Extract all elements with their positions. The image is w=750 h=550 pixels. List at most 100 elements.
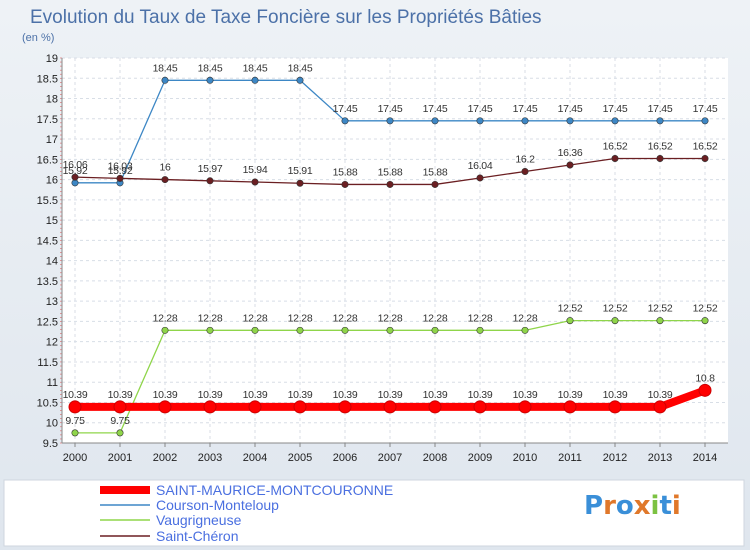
series-3-data-label: 15.88 bbox=[333, 166, 358, 178]
series-2-point bbox=[296, 326, 304, 334]
y-tick-label: 13 bbox=[46, 296, 58, 308]
x-tick-label: 2007 bbox=[378, 452, 402, 464]
legend-label-1: Courson-Monteloup bbox=[156, 497, 279, 513]
y-tick-label: 9.5 bbox=[43, 438, 58, 450]
series-2-data-label: 12.52 bbox=[603, 303, 628, 315]
series-0-data-label: 10.39 bbox=[378, 389, 403, 401]
series-0-data-label: 10.39 bbox=[558, 389, 583, 401]
series-3-point bbox=[701, 155, 709, 163]
series-0-point bbox=[338, 400, 352, 414]
series-2-point bbox=[116, 429, 124, 437]
series-3-point bbox=[71, 173, 79, 181]
series-1-point bbox=[611, 117, 619, 125]
x-tick-label: 2006 bbox=[333, 452, 357, 464]
series-3-point bbox=[386, 180, 394, 188]
series-1-point bbox=[251, 76, 259, 84]
series-0-point bbox=[653, 400, 667, 414]
series-0-data-label: 10.39 bbox=[468, 389, 493, 401]
legend-label-0: SAINT-MAURICE-MONTCOURONNE bbox=[156, 482, 393, 498]
series-2-point bbox=[656, 317, 664, 325]
x-tick-label: 2014 bbox=[693, 452, 717, 464]
series-3-point bbox=[611, 155, 619, 163]
series-2-point bbox=[431, 326, 439, 334]
series-3-data-label: 16.52 bbox=[648, 141, 673, 153]
plot-area bbox=[62, 58, 728, 443]
grid-layer bbox=[62, 57, 728, 444]
y-tick-label: 15.5 bbox=[37, 195, 58, 207]
series-2-data-label: 9.75 bbox=[65, 415, 85, 427]
series-2-point bbox=[476, 326, 484, 334]
series-1-data-label: 17.45 bbox=[423, 103, 448, 115]
x-tick-label: 2001 bbox=[108, 452, 132, 464]
series-1-point bbox=[701, 117, 709, 125]
proxiti-logo: Proxiti bbox=[584, 491, 681, 521]
series-2-point bbox=[341, 326, 349, 334]
legend-label-2: Vaugrigneuse bbox=[156, 512, 242, 528]
series-2-data-label: 9.75 bbox=[110, 415, 130, 427]
y-tick-label: 17 bbox=[46, 134, 58, 146]
series-1-data-label: 17.45 bbox=[693, 103, 718, 115]
series-2-point bbox=[701, 317, 709, 325]
series-0-point bbox=[68, 400, 82, 414]
series-2-data-label: 12.28 bbox=[243, 312, 268, 324]
series-0-point bbox=[518, 400, 532, 414]
y-tick-label: 16 bbox=[46, 175, 58, 187]
x-tick-label: 2011 bbox=[558, 452, 582, 464]
series-0-data-label: 10.39 bbox=[423, 389, 448, 401]
x-tick-label: 2003 bbox=[198, 452, 222, 464]
series-3-point bbox=[161, 176, 169, 184]
series-2-data-label: 12.28 bbox=[288, 312, 313, 324]
series-2-data-label: 12.28 bbox=[333, 312, 358, 324]
series-0-data-label: 10.8 bbox=[695, 372, 715, 384]
chart-subtitle: (en %) bbox=[22, 32, 54, 44]
series-3-point bbox=[476, 174, 484, 182]
x-tick-label: 2002 bbox=[153, 452, 177, 464]
series-2-data-label: 12.28 bbox=[153, 312, 178, 324]
series-2-point bbox=[251, 326, 259, 334]
x-tick-label: 2010 bbox=[513, 452, 537, 464]
series-3-point bbox=[296, 179, 304, 187]
series-1-data-label: 17.45 bbox=[333, 103, 358, 115]
series-0-data-label: 10.39 bbox=[243, 389, 268, 401]
series-3-data-label: 16 bbox=[159, 162, 171, 174]
series-3-point bbox=[206, 177, 214, 185]
y-tick-label: 10 bbox=[46, 418, 58, 430]
y-tick-label: 11 bbox=[47, 377, 58, 389]
series-3-data-label: 16.03 bbox=[108, 160, 133, 172]
series-1-data-label: 17.45 bbox=[558, 103, 583, 115]
x-tick-label: 2009 bbox=[468, 452, 492, 464]
label-layer: 9.75 9.75 12.28 12.28 12.28 12.28 12.28 12.28 12… bbox=[63, 62, 719, 427]
y-tick-label: 16.5 bbox=[37, 154, 58, 166]
y-tick-label: 14 bbox=[46, 256, 58, 268]
series-2-point bbox=[206, 326, 214, 334]
series-2-data-label: 12.28 bbox=[468, 312, 493, 324]
series-1-data-label: 18.45 bbox=[198, 62, 223, 74]
series-3-data-label: 16.06 bbox=[63, 159, 88, 171]
series-0-point bbox=[428, 400, 442, 414]
x-tick-label: 2008 bbox=[423, 452, 447, 464]
series-1-data-label: 15.92 bbox=[63, 165, 88, 177]
series-1-data-label: 17.45 bbox=[603, 103, 628, 115]
series-3-point bbox=[251, 178, 259, 186]
series-1-point bbox=[296, 76, 304, 84]
series-0-point bbox=[293, 400, 307, 414]
series-1-point bbox=[656, 117, 664, 125]
y-tick-label: 18 bbox=[46, 94, 58, 106]
series-0-point bbox=[383, 400, 397, 414]
y-tick-label: 12.5 bbox=[37, 316, 58, 328]
series-0-point bbox=[203, 400, 217, 414]
axis-layer: 9.5 10 10.5 11 11.5 12 12.5 13 13.5 14 14.5 15 15.5 1… bbox=[37, 53, 728, 464]
x-tick-label: 2005 bbox=[288, 452, 312, 464]
series-0-data-label: 10.39 bbox=[288, 389, 313, 401]
series-2-data-label: 12.52 bbox=[693, 303, 718, 315]
legend-label-3: Saint-Chéron bbox=[156, 528, 239, 544]
series-3-data-label: 15.97 bbox=[198, 163, 223, 175]
y-tick-label: 15 bbox=[46, 215, 58, 227]
series-0-data-label: 10.39 bbox=[333, 389, 358, 401]
series-3-data-label: 15.91 bbox=[288, 165, 313, 177]
series-0-data-label: 10.39 bbox=[108, 389, 133, 401]
x-tick-label: 2004 bbox=[243, 452, 267, 464]
y-tick-label: 17.5 bbox=[37, 114, 58, 126]
y-tick-label: 12 bbox=[46, 337, 58, 349]
